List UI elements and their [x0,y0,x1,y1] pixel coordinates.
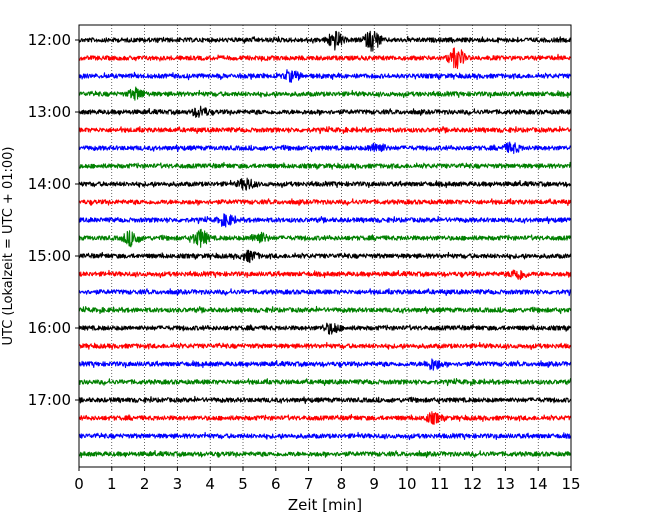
x-tick-label: 13 [496,475,515,493]
y-tick-label: 12:00 [28,31,71,49]
seismic-trace [78,249,572,264]
seismic-trace [78,341,572,351]
seismic-trace [78,198,572,207]
x-tick-label: 5 [238,475,248,493]
x-tick-label: 14 [529,475,548,493]
x-tick-label: 10 [397,475,416,493]
y-tick-label: 13:00 [28,103,71,121]
y-tick-label: 16:00 [28,319,71,337]
seismic-trace [78,449,572,459]
seismic-trace [78,47,572,70]
plot-frame [78,24,572,468]
seismic-trace [78,358,572,371]
y-tick-label: 17:00 [28,391,71,409]
seismic-trace [78,213,572,228]
seismic-traces [78,30,572,459]
y-axis-label: UTC (Lokalzeit = UTC + 01:00) [1,147,16,346]
seismic-trace [78,395,572,405]
x-tick-label: 3 [173,475,183,493]
x-tick-label: 15 [561,475,580,493]
x-tick-label: 12 [463,475,482,493]
x-tick-label: 11 [430,475,449,493]
x-axis-ticks: 0 1 2 3 4 5 6 7 8 9 10 11 12 13 14 15 [74,467,581,493]
seismic-trace [78,431,572,441]
seismic-trace [78,177,572,191]
seismic-trace [78,161,572,171]
seismic-trace [78,86,572,101]
seismic-trace [78,269,572,281]
seismic-trace [78,105,572,118]
seismic-trace [78,411,572,425]
x-tick-label: 0 [74,475,84,493]
y-tick-label: 14:00 [28,175,71,193]
x-axis-label: Zeit [min] [288,496,362,514]
x-tick-label: 9 [369,475,379,493]
seismic-trace [78,69,572,83]
x-tick-label: 8 [337,475,347,493]
x-tick-label: 2 [140,475,150,493]
seismic-trace [78,30,572,52]
seismic-trace [78,288,572,297]
seismic-trace [78,322,572,335]
y-axis-ticks: 12:00 13:00 14:00 15:00 16:00 17:00 [28,31,79,409]
seismic-trace [78,378,572,387]
x-tick-label: 6 [271,475,281,493]
x-tick-label: 1 [107,475,117,493]
seismic-trace [78,125,572,135]
y-tick-label: 15:00 [28,247,71,265]
seismic-trace [78,141,572,155]
seismic-trace [78,228,572,248]
x-tick-label: 7 [304,475,314,493]
x-tick-label: 4 [205,475,215,493]
seismic-trace [78,305,572,315]
